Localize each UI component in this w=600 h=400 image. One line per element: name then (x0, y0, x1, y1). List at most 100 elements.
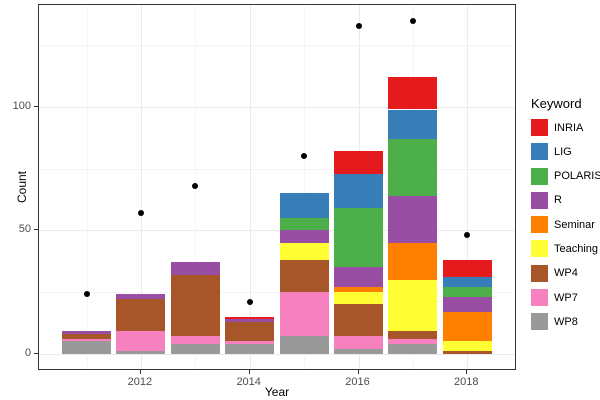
data-point-2014 (246, 298, 253, 305)
legend-swatch-WP8 (531, 313, 548, 331)
legend-swatch-LIG (531, 143, 548, 161)
bar-segment-INRIA-2016 (334, 151, 383, 174)
bar-segment-WP8-2013 (170, 343, 220, 354)
bar-segment-WP8-2012 (116, 351, 166, 354)
grid-major-v (249, 5, 251, 369)
x-tick-mark (466, 370, 468, 374)
legend-label-POLARIS: POLARIS (554, 170, 600, 183)
x-tick-label: 2014 (236, 376, 261, 388)
bar-segment-POLARIS-2018 (442, 287, 492, 297)
legend-swatch-WP4 (531, 264, 548, 282)
bar-segment-R-2011 (62, 331, 111, 334)
bar-segment-WP7-2013 (170, 336, 220, 344)
x-tick-label: 2018 (454, 376, 479, 388)
data-point-2017 (409, 17, 416, 24)
grid-minor-v (86, 5, 88, 369)
data-point-2013 (192, 182, 199, 189)
bar-segment-WP4-2014 (225, 321, 275, 342)
legend-swatch-R (531, 191, 548, 209)
bar-segment-WP4-2018 (442, 351, 492, 354)
y-tick-label: 0 (24, 346, 31, 359)
bar-segment-R-2016 (334, 267, 383, 287)
legend-item-LIG: LIG (531, 143, 600, 161)
bar-segment-R-2014 (225, 319, 275, 322)
bar-segment-WP8-2011 (62, 341, 111, 354)
legend-title: Keyword (531, 96, 582, 111)
x-axis-title: Year (264, 385, 290, 399)
bar-segment-Teaching-2017 (388, 279, 438, 332)
legend-swatch-INRIA (531, 119, 548, 136)
bar-segment-WP8-2014 (225, 343, 275, 354)
legend-label-Teaching: Teaching (554, 242, 599, 255)
bar-segment-WP4-2015 (279, 259, 329, 292)
grid-major-h (39, 230, 515, 232)
y-tick-mark (34, 229, 38, 231)
y-tick-label: 50 (18, 223, 31, 236)
bar-segment-WP8-2016 (334, 348, 383, 354)
legend-swatch-POLARIS (531, 167, 548, 185)
bar-segment-Seminar-2018 (442, 311, 492, 342)
bar-segment-WP4-2011 (62, 333, 111, 339)
bar-segment-WP4-2012 (116, 299, 166, 332)
legend-item-INRIA: INRIA (531, 119, 600, 136)
grid-minor-h (39, 292, 515, 293)
bar-segment-INRIA-2014 (225, 316, 275, 320)
grid-major-v (140, 5, 142, 369)
bar-segment-WP4-2017 (388, 331, 438, 339)
grid-major-h (39, 107, 515, 108)
legend-swatch-WP7 (531, 289, 548, 307)
bar-segment-WP7-2014 (225, 341, 275, 344)
bar-segment-Seminar-2017 (388, 242, 438, 280)
legend-label-WP4: WP4 (554, 267, 578, 280)
bar-segment-WP4-2013 (170, 274, 220, 337)
bar-segment-WP7-2017 (388, 338, 438, 344)
bar-segment-Teaching-2015 (279, 242, 329, 260)
legend-label-LIG: LIG (554, 145, 572, 158)
legend-items: INRIA LIG POLARIS R Seminar Teaching WP4 WP7 WP8 (531, 119, 600, 331)
plot-panel (38, 4, 516, 370)
bar-segment-Seminar-2016 (334, 287, 383, 292)
bar-segment-POLARIS-2015 (279, 218, 329, 231)
data-point-2016 (355, 22, 362, 29)
legend-item-WP4: WP4 (531, 264, 600, 282)
bar-segment-POLARIS-2017 (388, 139, 438, 196)
bar-segment-WP7-2011 (62, 338, 111, 342)
x-tick-mark (248, 370, 250, 374)
legend-item-R: R (531, 191, 600, 209)
legend-label-WP8: WP8 (554, 315, 578, 328)
grid-minor-v (304, 5, 306, 369)
data-point-2015 (301, 153, 308, 160)
bar-segment-WP7-2012 (116, 331, 166, 352)
bar-segment-POLARIS-2016 (334, 208, 383, 268)
y-axis-title: Count (15, 170, 30, 204)
grid-minor-h (39, 168, 515, 170)
legend-label-WP7: WP7 (554, 291, 578, 304)
y-tick-mark (34, 106, 38, 107)
legend-item-WP8: WP8 (531, 313, 600, 331)
x-tick-mark (139, 370, 141, 374)
legend-item-POLARIS: POLARIS (531, 167, 600, 185)
bar-segment-R-2012 (116, 294, 166, 300)
bar-segment-LIG-2018 (442, 277, 492, 288)
grid-major-h (39, 353, 515, 355)
bar-segment-INRIA-2017 (388, 77, 438, 110)
legend-swatch-Teaching (531, 240, 548, 258)
bar-segment-WP8-2017 (388, 343, 438, 354)
bar-segment-WP7-2016 (334, 336, 383, 349)
data-point-2012 (137, 210, 144, 216)
legend-label-Seminar: Seminar (554, 218, 595, 231)
bar-segment-LIG-2015 (279, 193, 329, 218)
data-point-2011 (83, 291, 90, 298)
bar-segment-R-2015 (279, 230, 329, 243)
bar-segment-INRIA-2018 (442, 259, 492, 278)
bar-segment-WP7-2015 (279, 292, 329, 337)
bar-segment-Teaching-2018 (442, 341, 492, 352)
bar-segment-R-2013 (170, 262, 220, 275)
legend-item-Teaching: Teaching (531, 240, 600, 258)
legend-label-R: R (554, 194, 562, 207)
legend-item-WP7: WP7 (531, 289, 600, 307)
bar-segment-WP4-2016 (334, 304, 383, 337)
legend-item-Seminar: Seminar (531, 216, 600, 234)
x-tick-label: 2016 (345, 376, 370, 388)
